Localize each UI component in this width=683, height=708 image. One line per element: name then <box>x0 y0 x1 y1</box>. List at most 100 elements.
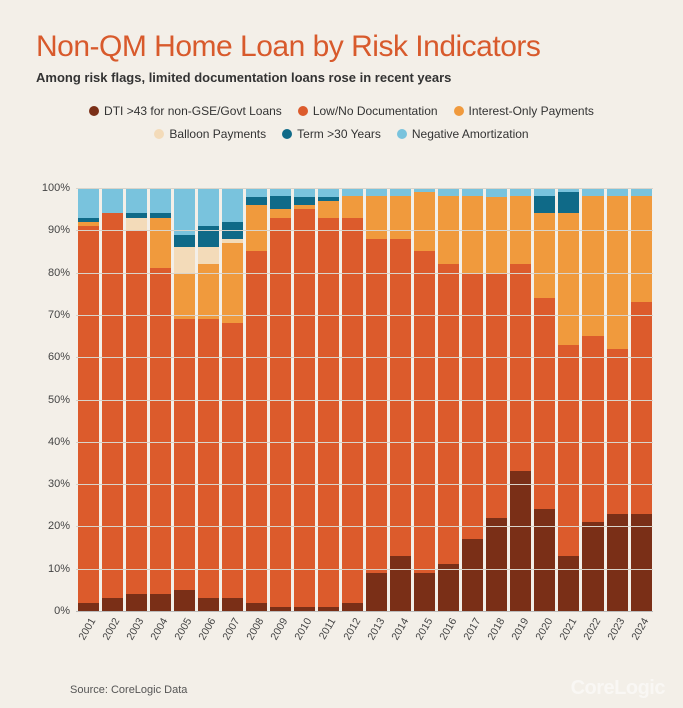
x-axis-label: 2007 <box>220 612 244 660</box>
bar-segment <box>342 196 363 217</box>
bar-segment <box>390 196 411 238</box>
y-axis-label: 30% <box>36 478 70 490</box>
chart-subtitle: Among risk flags, limited documentation … <box>36 70 647 85</box>
legend-label: Low/No Documentation <box>313 104 438 118</box>
x-axis-label: 2006 <box>196 612 220 660</box>
bar-segment <box>390 188 411 196</box>
bar-segment <box>222 243 243 323</box>
bar-segment <box>534 509 555 611</box>
x-axis-label: 2008 <box>244 612 268 660</box>
bar-segment <box>222 188 243 222</box>
chart-container: Non-QM Home Loan by Risk Indicators Amon… <box>0 0 683 708</box>
gridline <box>76 230 653 231</box>
bar-segment <box>534 188 555 196</box>
x-axis-label: 2002 <box>100 612 124 660</box>
bar-segment <box>582 522 603 611</box>
bar-segment <box>318 201 339 218</box>
y-axis-label: 10% <box>36 563 70 575</box>
x-axis-label: 2021 <box>557 612 581 660</box>
bar-segment <box>102 188 123 213</box>
bar-segment <box>414 192 435 251</box>
gridline <box>76 400 653 401</box>
bar-segment <box>198 598 219 611</box>
gridline <box>76 315 653 316</box>
legend-swatch <box>298 106 308 116</box>
bar-segment <box>174 319 195 590</box>
bar-segment <box>78 226 99 602</box>
legend-item: Balloon Payments <box>154 122 266 145</box>
bar-segment <box>174 235 195 248</box>
bar-segment <box>558 556 579 611</box>
x-axis-label: 2001 <box>76 612 100 660</box>
bar-segment <box>607 514 628 611</box>
bar-segment <box>126 230 147 594</box>
x-axis-label: 2003 <box>124 612 148 660</box>
plot-area: 0%10%20%30%40%50%60%70%80%90%100% <box>76 188 653 612</box>
bar-segment <box>198 319 219 598</box>
bar-segment <box>558 213 579 344</box>
bar-segment <box>174 188 195 235</box>
source-text: Source: CoreLogic Data <box>70 684 187 696</box>
bar-segment <box>222 598 243 611</box>
gridline <box>76 526 653 527</box>
bar-segment <box>174 273 195 320</box>
bar-segment <box>438 564 459 611</box>
bar-segment <box>78 188 99 218</box>
bar-segment <box>102 598 123 611</box>
y-axis-label: 80% <box>36 267 70 279</box>
legend-item: Negative Amortization <box>397 122 529 145</box>
x-axis-labels: 2001200220032004200520062007200820092010… <box>76 612 653 660</box>
legend-item: Low/No Documentation <box>298 99 438 122</box>
gridline <box>76 569 653 570</box>
legend-swatch <box>282 129 292 139</box>
watermark: CoreLogic <box>571 677 665 700</box>
y-axis-label: 40% <box>36 436 70 448</box>
bar-segment <box>318 188 339 196</box>
bar-segment <box>390 239 411 556</box>
x-axis-label: 2017 <box>461 612 485 660</box>
x-axis-label: 2004 <box>148 612 172 660</box>
bar-segment <box>126 594 147 611</box>
bar-segment <box>582 188 603 196</box>
bar-segment <box>534 196 555 213</box>
y-axis-label: 0% <box>36 605 70 617</box>
bar-segment <box>631 188 652 196</box>
x-axis-label: 2005 <box>172 612 196 660</box>
bar-segment <box>558 192 579 213</box>
gridline <box>76 357 653 358</box>
bar-segment <box>270 209 291 217</box>
y-axis-label: 50% <box>36 394 70 406</box>
bar-segment <box>270 196 291 209</box>
x-axis-label: 2023 <box>605 612 629 660</box>
bar-segment <box>102 213 123 598</box>
legend-label: DTI >43 for non-GSE/Govt Loans <box>104 104 282 118</box>
bar-segment <box>126 218 147 231</box>
y-axis-label: 60% <box>36 351 70 363</box>
bar-segment <box>486 197 507 273</box>
x-axis-label: 2009 <box>268 612 292 660</box>
bar-segment <box>607 349 628 514</box>
y-axis-label: 90% <box>36 224 70 236</box>
legend-label: Negative Amortization <box>412 127 529 141</box>
bar-segment <box>510 188 531 196</box>
bar-segment <box>318 607 339 611</box>
bar-segment <box>198 188 219 226</box>
bar-segment <box>318 218 339 607</box>
x-axis-label: 2018 <box>485 612 509 660</box>
bar-segment <box>534 298 555 510</box>
bar-segment <box>631 302 652 514</box>
bar-segment <box>174 590 195 611</box>
bar-segment <box>438 264 459 564</box>
bar-segment <box>366 573 387 611</box>
bar-segment <box>342 603 363 611</box>
bar-segment <box>366 239 387 573</box>
bar-segment <box>510 471 531 611</box>
bar-segment <box>246 197 267 205</box>
bar-segment <box>534 213 555 298</box>
y-axis-label: 20% <box>36 520 70 532</box>
bar-segment <box>246 188 267 196</box>
bar-segment <box>198 247 219 264</box>
y-axis-label: 70% <box>36 309 70 321</box>
bar-segment <box>294 607 315 611</box>
bar-segment <box>631 514 652 611</box>
